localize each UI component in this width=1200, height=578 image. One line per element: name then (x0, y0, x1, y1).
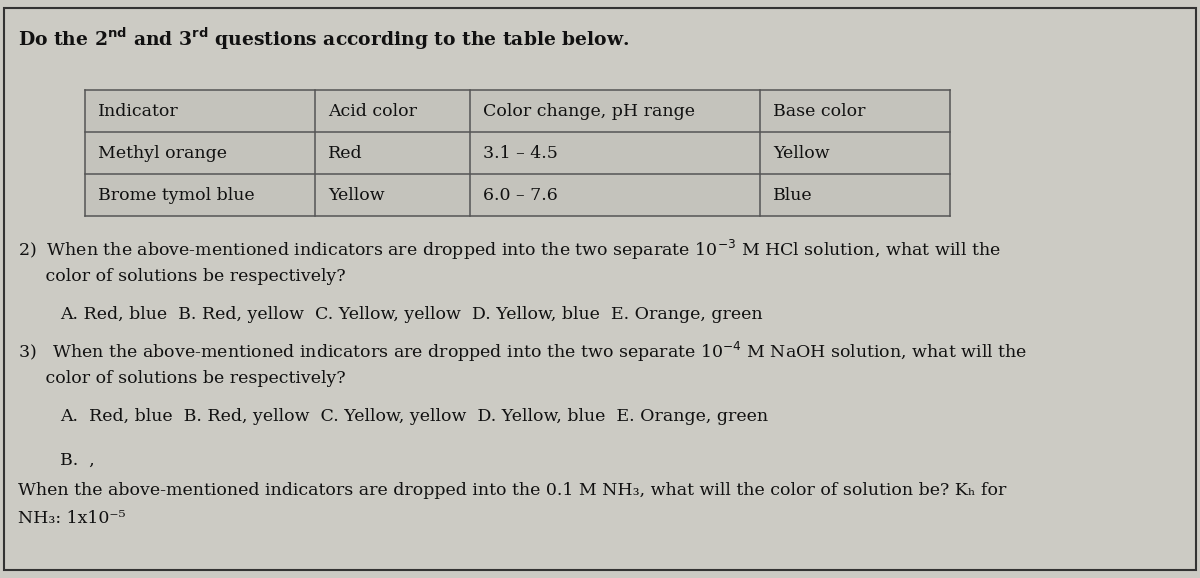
Text: Acid color: Acid color (328, 102, 418, 120)
Text: 6.0 – 7.6: 6.0 – 7.6 (482, 187, 558, 203)
Text: 3.1 – 4.5: 3.1 – 4.5 (482, 144, 558, 161)
Text: color of solutions be respectively?: color of solutions be respectively? (18, 268, 346, 285)
Text: NH₃: 1x10⁻⁵: NH₃: 1x10⁻⁵ (18, 510, 126, 527)
Text: Blue: Blue (773, 187, 812, 203)
Text: Methyl orange: Methyl orange (98, 144, 227, 161)
Text: A.  Red, blue  B. Red, yellow  C. Yellow, yellow  D. Yellow, blue  E. Orange, gr: A. Red, blue B. Red, yellow C. Yellow, y… (60, 408, 768, 425)
Bar (85, 90, 950, 216)
Text: Do the 2$^{\mathbf{nd}}$ and 3$^{\mathbf{rd}}$ questions according to the table : Do the 2$^{\mathbf{nd}}$ and 3$^{\mathbf… (18, 26, 630, 52)
Text: Red: Red (328, 144, 362, 161)
Text: Yellow: Yellow (328, 187, 385, 203)
Text: color of solutions be respectively?: color of solutions be respectively? (18, 370, 346, 387)
Text: Yellow: Yellow (773, 144, 829, 161)
Text: Indicator: Indicator (98, 102, 179, 120)
Text: 3)   When the above-mentioned indicators are dropped into the two separate 10$^{: 3) When the above-mentioned indicators a… (18, 340, 1027, 364)
Text: Color change, pH range: Color change, pH range (482, 102, 695, 120)
Text: B.  ,: B. , (60, 452, 95, 469)
Text: When the above-mentioned indicators are dropped into the 0.1 M NH₃, what will th: When the above-mentioned indicators are … (18, 482, 1007, 499)
Text: Base color: Base color (773, 102, 865, 120)
Text: 2)  When the above-mentioned indicators are dropped into the two separate 10$^{-: 2) When the above-mentioned indicators a… (18, 238, 1001, 262)
Text: Brome tymol blue: Brome tymol blue (98, 187, 254, 203)
Text: A. Red, blue  B. Red, yellow  C. Yellow, yellow  D. Yellow, blue  E. Orange, gre: A. Red, blue B. Red, yellow C. Yellow, y… (60, 306, 763, 323)
